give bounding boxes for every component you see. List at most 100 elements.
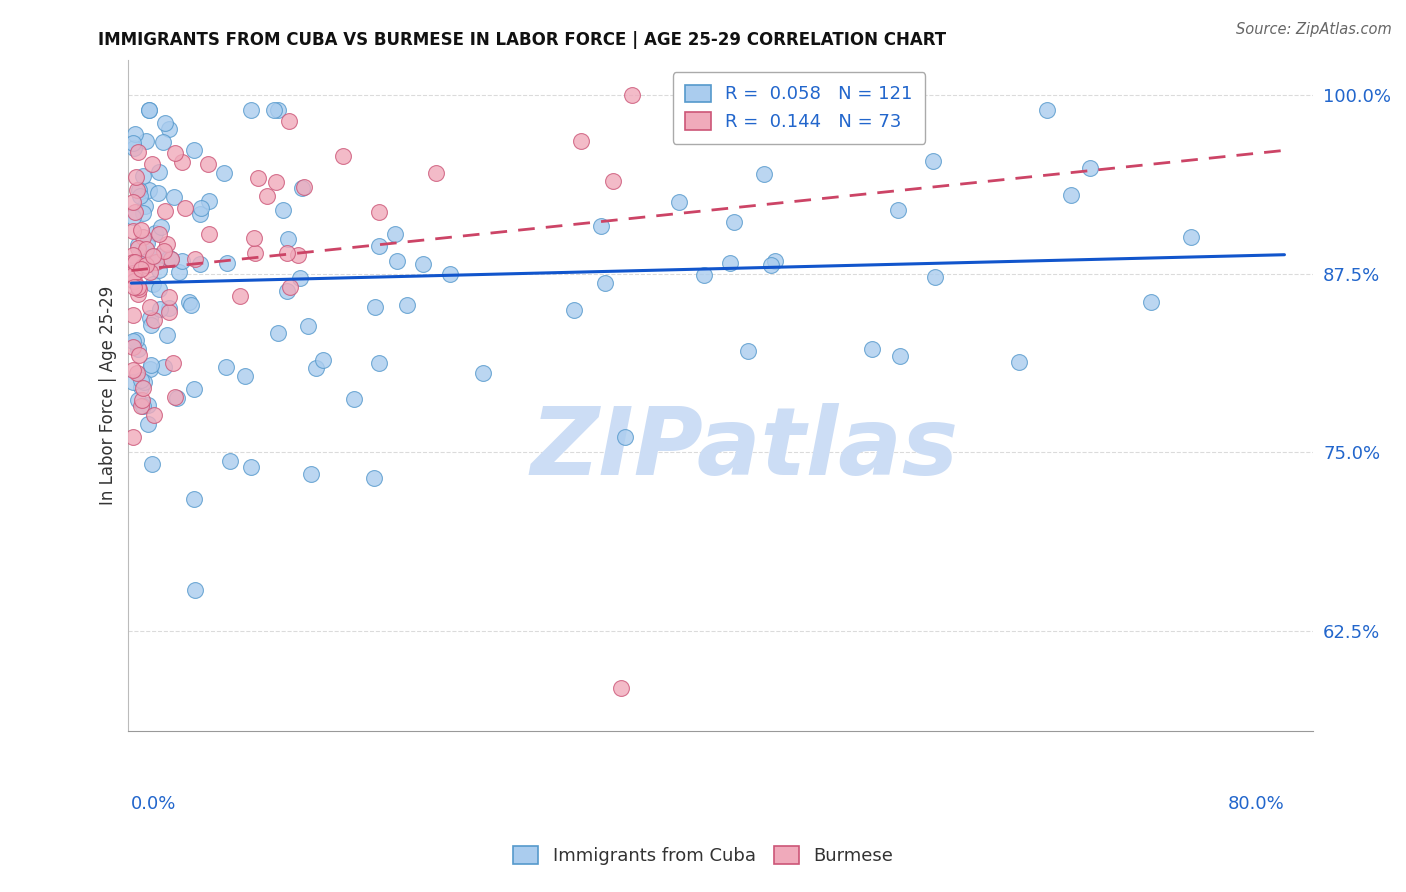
Point bbox=[142, 277, 165, 291]
Point bbox=[131, 223, 153, 237]
Point bbox=[143, 227, 166, 241]
Point bbox=[1180, 230, 1202, 244]
Point bbox=[180, 298, 202, 312]
Point bbox=[132, 399, 155, 413]
Point bbox=[128, 252, 150, 267]
Point bbox=[170, 155, 193, 169]
Text: ZIPatlas: ZIPatlas bbox=[530, 403, 959, 495]
Point bbox=[139, 310, 162, 325]
Point bbox=[135, 135, 157, 149]
Point bbox=[131, 393, 153, 408]
Point bbox=[562, 302, 585, 317]
Point bbox=[368, 356, 391, 370]
Point bbox=[239, 103, 262, 117]
Point bbox=[385, 254, 408, 268]
Point bbox=[127, 279, 149, 293]
Point bbox=[124, 255, 146, 269]
Y-axis label: In Labor Force | Age 25-29: In Labor Force | Age 25-29 bbox=[100, 285, 117, 505]
Point bbox=[136, 417, 159, 431]
Point bbox=[136, 236, 159, 251]
Point bbox=[127, 287, 149, 301]
Point bbox=[243, 231, 266, 245]
Point bbox=[297, 318, 319, 333]
Point bbox=[759, 259, 782, 273]
Point bbox=[287, 248, 309, 262]
Point bbox=[1008, 354, 1031, 368]
Point bbox=[363, 470, 385, 484]
Point bbox=[396, 298, 419, 312]
Point bbox=[412, 257, 434, 271]
Point bbox=[256, 189, 278, 203]
Point bbox=[142, 409, 165, 423]
Point bbox=[425, 166, 447, 180]
Point bbox=[162, 356, 184, 370]
Point bbox=[183, 491, 205, 506]
Point bbox=[887, 202, 910, 217]
Point bbox=[271, 203, 294, 218]
Point bbox=[122, 334, 145, 348]
Point bbox=[1036, 103, 1059, 117]
Point bbox=[132, 259, 155, 273]
Point bbox=[860, 342, 883, 356]
Point bbox=[132, 229, 155, 244]
Point bbox=[160, 252, 183, 266]
Point bbox=[139, 361, 162, 376]
Point bbox=[139, 300, 162, 314]
Point bbox=[152, 135, 174, 149]
Point bbox=[139, 265, 162, 279]
Point bbox=[149, 220, 172, 235]
Point bbox=[121, 309, 143, 323]
Point bbox=[472, 367, 495, 381]
Point bbox=[763, 254, 786, 268]
Point bbox=[162, 190, 184, 204]
Point bbox=[148, 282, 170, 296]
Point bbox=[148, 227, 170, 241]
Point bbox=[184, 252, 207, 266]
Point bbox=[718, 256, 741, 270]
Point bbox=[364, 300, 387, 314]
Point bbox=[215, 360, 238, 375]
Point bbox=[439, 267, 461, 281]
Point bbox=[190, 201, 212, 215]
Point bbox=[263, 103, 285, 117]
Text: Source: ZipAtlas.com: Source: ZipAtlas.com bbox=[1236, 22, 1392, 37]
Point bbox=[125, 333, 148, 347]
Point bbox=[198, 194, 221, 209]
Point bbox=[153, 244, 176, 258]
Point bbox=[131, 205, 153, 219]
Point bbox=[152, 360, 174, 375]
Point bbox=[184, 583, 207, 598]
Point bbox=[129, 189, 152, 203]
Point bbox=[384, 227, 406, 242]
Point bbox=[197, 156, 219, 170]
Point bbox=[121, 266, 143, 280]
Point bbox=[188, 207, 211, 221]
Point bbox=[121, 136, 143, 151]
Point bbox=[1060, 188, 1083, 202]
Point bbox=[277, 114, 299, 128]
Point bbox=[157, 122, 180, 136]
Point bbox=[149, 301, 172, 316]
Point bbox=[142, 313, 165, 327]
Point bbox=[121, 195, 143, 210]
Point bbox=[277, 232, 299, 246]
Point bbox=[166, 391, 188, 405]
Point bbox=[921, 153, 943, 168]
Point bbox=[693, 268, 716, 282]
Point bbox=[752, 167, 775, 181]
Point bbox=[1078, 161, 1101, 176]
Point bbox=[156, 327, 179, 342]
Point bbox=[156, 236, 179, 251]
Point bbox=[305, 361, 328, 376]
Point bbox=[148, 165, 170, 179]
Point bbox=[135, 242, 157, 256]
Point bbox=[157, 252, 180, 266]
Point bbox=[1139, 295, 1161, 310]
Point bbox=[614, 430, 637, 444]
Point bbox=[267, 326, 290, 341]
Point bbox=[129, 379, 152, 393]
Point bbox=[290, 271, 312, 285]
Point bbox=[121, 224, 143, 238]
Point bbox=[245, 246, 267, 260]
Point bbox=[122, 268, 145, 282]
